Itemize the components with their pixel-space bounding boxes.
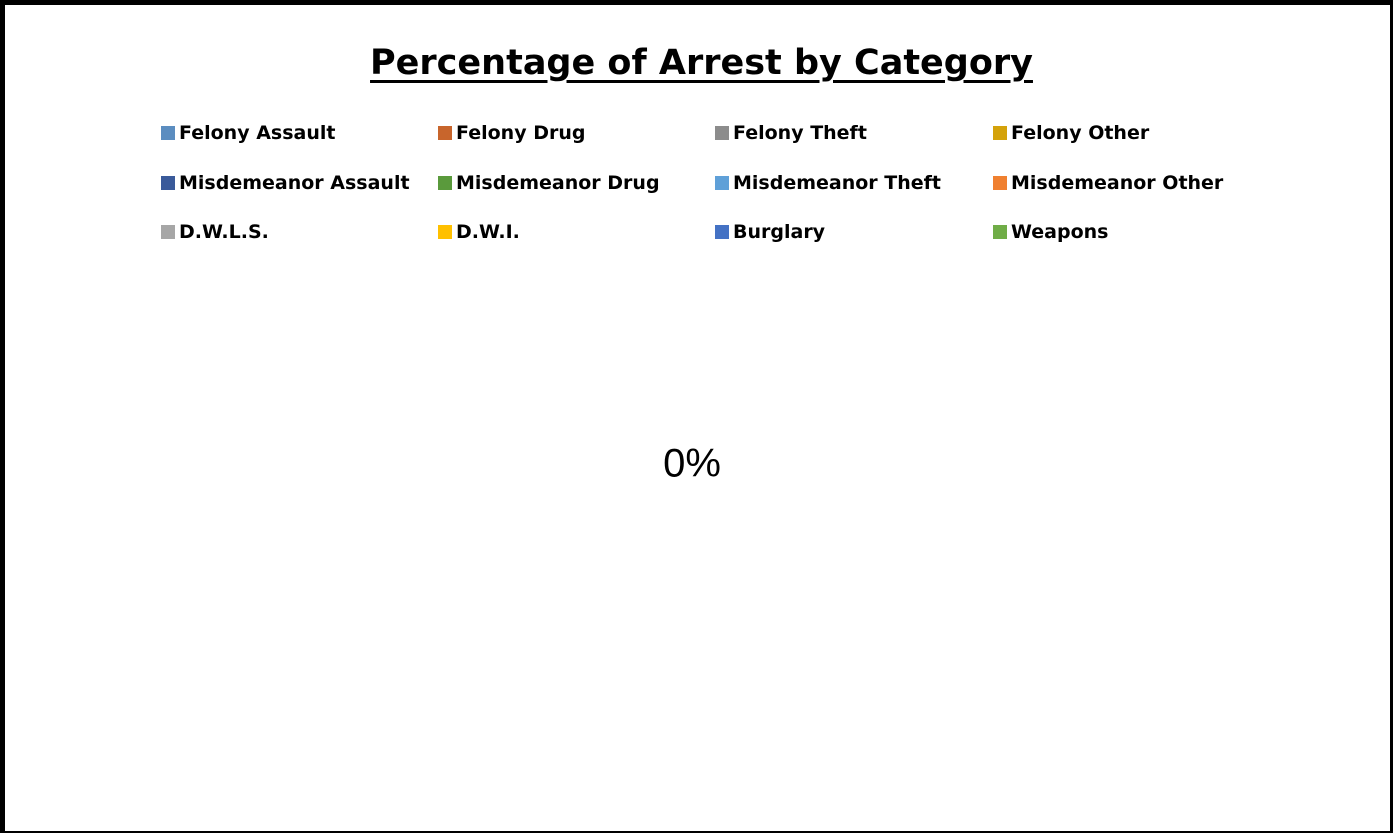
legend-label: Felony Drug [456, 122, 586, 144]
legend-swatch [993, 225, 1007, 239]
legend-label: Misdemeanor Assault [179, 172, 410, 194]
legend-swatch [161, 225, 175, 239]
legend-item: D.W.L.S. [161, 220, 269, 244]
pie-data-label: 0% [663, 442, 721, 486]
legend-swatch [993, 126, 1007, 140]
legend-label: Felony Theft [733, 122, 867, 144]
legend-swatch [438, 225, 452, 239]
chart-title: Percentage of Arrest by Category [370, 43, 1033, 83]
legend-label: Misdemeanor Theft [733, 172, 942, 194]
legend-item: Misdemeanor Drug [438, 171, 660, 195]
legend-swatch [161, 126, 175, 140]
legend-label: Felony Other [1011, 122, 1150, 144]
legend-label: D.W.L.S. [179, 221, 269, 243]
legend-swatch [715, 126, 729, 140]
legend-item: Weapons [993, 220, 1108, 244]
legend-label: Misdemeanor Other [1011, 172, 1224, 194]
legend-label: Felony Assault [179, 122, 336, 144]
legend-label: Misdemeanor Drug [456, 172, 660, 194]
legend-item: Misdemeanor Theft [715, 171, 941, 195]
legend-swatch [438, 126, 452, 140]
legend-label: Burglary [733, 221, 826, 243]
legend-item: Burglary [715, 220, 825, 244]
legend-item: Misdemeanor Other [993, 171, 1223, 195]
legend-label: Weapons [1011, 221, 1109, 243]
legend-swatch [993, 176, 1007, 190]
legend-item: Misdemeanor Assault [161, 171, 410, 195]
legend-label: D.W.I. [456, 221, 520, 243]
legend-item: Felony Drug [438, 121, 585, 145]
legend-item: Felony Assault [161, 121, 335, 145]
legend-item: Felony Other [993, 121, 1149, 145]
legend-swatch [715, 225, 729, 239]
legend-item: D.W.I. [438, 220, 520, 244]
pie-chart: 0% [663, 442, 721, 486]
legend-item: Felony Theft [715, 121, 867, 145]
legend-swatch [161, 176, 175, 190]
legend-swatch [715, 176, 729, 190]
legend-swatch [438, 176, 452, 190]
